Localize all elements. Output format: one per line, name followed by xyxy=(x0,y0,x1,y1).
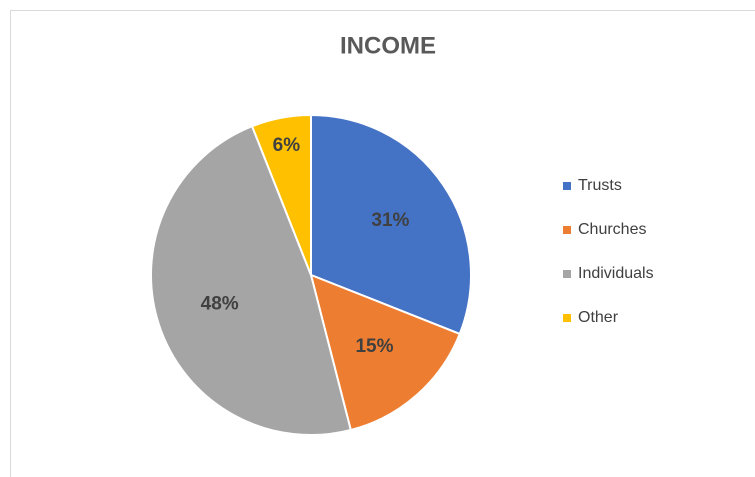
data-label: 6% xyxy=(273,135,301,156)
pie-slice xyxy=(309,273,462,432)
pie-slice xyxy=(310,113,472,336)
chart-title: INCOME xyxy=(340,32,436,59)
legend-swatch xyxy=(563,314,571,322)
legend-label: Churches xyxy=(578,221,646,238)
legend-swatch xyxy=(563,182,571,190)
legend-swatch xyxy=(563,226,571,234)
data-label: 31% xyxy=(371,210,409,231)
pie-slice xyxy=(150,124,353,436)
legend-label: Trusts xyxy=(578,177,622,194)
legend-label: Other xyxy=(578,309,619,326)
data-label: 15% xyxy=(355,336,393,357)
pie-slice xyxy=(250,113,312,276)
legend-swatch xyxy=(563,270,571,278)
data-label: 48% xyxy=(201,294,239,315)
legend-label: Individuals xyxy=(578,265,654,282)
